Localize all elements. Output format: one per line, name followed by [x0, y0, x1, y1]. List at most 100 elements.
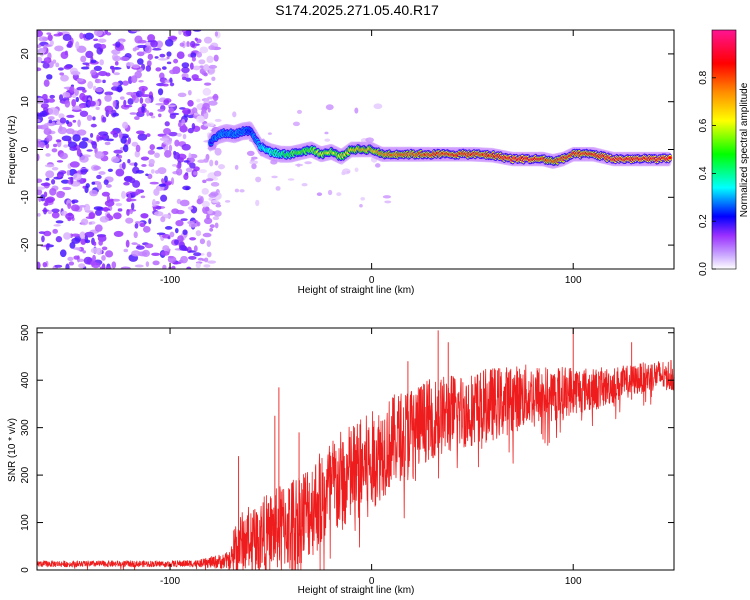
spectrogram-noise-blob — [208, 67, 216, 75]
spectrogram-noise-blob — [80, 66, 90, 70]
spectrogram-noise-blob — [189, 162, 196, 169]
spectrogram-noise-blob — [174, 228, 179, 234]
spectrogram-noise-blob — [99, 43, 107, 49]
spectrogram-noise-blob — [82, 62, 90, 65]
spectrogram-noise-blob — [134, 116, 140, 121]
spectrogram-faint-blob — [365, 137, 375, 143]
spectrogram-noise-blob — [186, 266, 192, 269]
spectrogram-noise-blob — [131, 202, 135, 211]
spectrogram-noise-blob — [101, 254, 106, 261]
spectrogram-noise-blob — [37, 30, 43, 38]
spectrogram-noise-blob — [212, 216, 220, 221]
spectrogram-noise-blob — [43, 57, 52, 64]
chart-title: S174.2025.271.05.40.R17 — [275, 2, 439, 18]
spectrogram-noise-blob — [145, 133, 151, 138]
spectrogram-noise-blob — [93, 38, 99, 42]
spectrogram-noise-blob — [66, 169, 71, 176]
spectrogram-noise-blob — [89, 189, 99, 197]
spectrogram-noise-blob — [164, 150, 172, 158]
spectrogram-noise-blob — [163, 127, 171, 135]
spectrogram-noise-blob — [176, 51, 185, 60]
spectrogram-noise-blob — [43, 128, 52, 136]
spectrogram-noise-blob — [185, 30, 192, 36]
spectrogram-noise-blob — [147, 53, 154, 60]
snr-panel: -100 0 100 0 100 200 300 400 500 Height of stra… — [7, 324, 675, 596]
spectrogram-x-axis-label: Height of straight line (km) — [298, 285, 415, 296]
spectrogram-faint-blob — [251, 163, 257, 170]
spectrogram-noise-blob — [213, 210, 222, 217]
spectrogram-noise-blob — [157, 167, 167, 175]
spectrogram-noise-blob — [175, 219, 184, 227]
spectrogram-noise-blob — [72, 134, 81, 142]
spectrogram-noise-blob — [152, 199, 156, 207]
spectrogram-noise-blob — [209, 227, 214, 232]
spectrogram-noise-blob — [125, 239, 130, 248]
spectrogram-faint-blob — [327, 189, 333, 196]
spectrogram-noise-blob — [149, 181, 159, 185]
spectrogram-noise-blob — [193, 112, 199, 116]
spectrogram-noise-blob — [122, 144, 129, 153]
spectrogram-noise-blob — [92, 254, 96, 262]
spectrogram-noise-blob — [156, 146, 164, 150]
spectrogram-noise-blob — [117, 154, 123, 159]
spectrogram-noise-blob — [67, 138, 72, 145]
spectrogram-noise-blob — [211, 199, 220, 203]
spectrogram-noise-blob — [187, 89, 192, 96]
colorbar-tick-label: 0.6 — [698, 118, 709, 132]
spectrogram-noise-blob — [205, 178, 214, 182]
spectrogram-noise-blob — [207, 260, 217, 264]
spectrogram-noise-blob — [102, 79, 106, 84]
spectrogram-noise-blob — [148, 158, 155, 166]
spectrogram-faint-blob — [324, 138, 331, 142]
snr-x-tick-label: 0 — [369, 576, 375, 587]
spectrogram-noise-blob — [93, 241, 97, 246]
spectrogram-noise-blob — [122, 135, 129, 139]
spectrogram-noise-blob — [51, 179, 56, 185]
snr-x-axis-label: Height of straight line (km) — [298, 585, 415, 596]
spectrogram-noise-blob — [111, 156, 120, 163]
spectrogram-noise-blob — [90, 132, 94, 138]
spectrogram-noise-blob — [37, 112, 46, 117]
spectrogram-noise-blob — [75, 96, 80, 103]
spectrogram-noise-blob — [120, 266, 131, 269]
spectrogram-noise-blob — [76, 86, 86, 91]
spectrogram-noise-blob — [71, 99, 77, 107]
spectrogram-noise-blob — [112, 132, 119, 138]
spectrogram-noise-blob — [125, 217, 134, 224]
spectrogram-signal-halo — [207, 121, 672, 169]
spectrogram-noise-blob — [42, 62, 50, 69]
spectrogram-noise-blob — [164, 121, 170, 127]
spectrogram-noise-blob — [190, 52, 197, 59]
spectrogram-y-tick-label: -20 — [20, 237, 31, 252]
spectrogram-noise-blob — [160, 216, 166, 223]
spectrogram-noise-blob — [131, 250, 141, 257]
spectrogram-noise-blob — [128, 193, 132, 201]
spectrogram-noise-blob — [96, 182, 102, 191]
spectrogram-noise-blob — [78, 205, 86, 208]
spectrogram-noise-blob — [166, 51, 172, 57]
spectrogram-noise-blob — [168, 107, 175, 115]
spectrogram-noise-blob — [203, 72, 208, 77]
spectrogram-noise-blob — [99, 266, 106, 269]
spectrogram-noise-blob — [78, 140, 88, 149]
spectrogram-noise-blob — [158, 58, 168, 61]
spectrogram-noise-blob — [131, 94, 136, 101]
spectrogram-noise-blob — [116, 85, 123, 93]
spectrogram-noise-blob — [141, 105, 145, 113]
spectrogram-noise-blob — [52, 228, 58, 234]
snr-y-tick-label: 0 — [20, 567, 31, 573]
spectrogram-noise-blob — [139, 222, 146, 228]
spectrogram-noise-blob — [51, 166, 59, 171]
spectrogram-faint-blob — [246, 150, 255, 156]
spectrogram-noise-blob — [93, 43, 102, 49]
spectrogram-noise-blob — [96, 47, 103, 55]
snr-y-tick-label: 400 — [20, 371, 31, 388]
spectrogram-noise-blob — [187, 114, 195, 119]
spectrogram-noise-blob — [152, 47, 162, 51]
colorbar-tick-label: 0.4 — [698, 166, 709, 180]
spectrogram-noise-blob — [132, 47, 137, 52]
spectrogram-noise-blob — [83, 203, 91, 212]
spectrogram-noise-blob — [199, 238, 206, 245]
spectrogram-noise-blob — [43, 79, 50, 87]
spectrogram-noise-blob — [70, 71, 81, 76]
